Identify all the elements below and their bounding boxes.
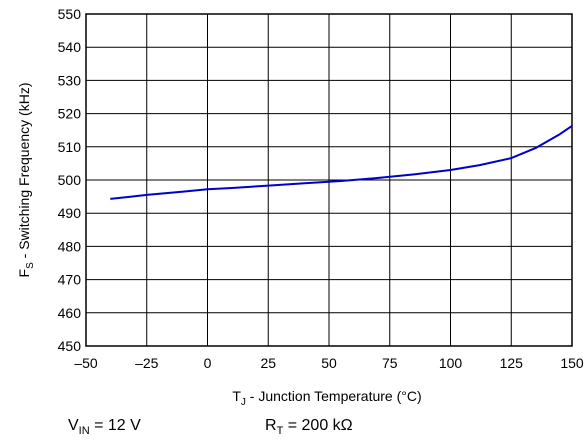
- rt-condition: RT = 200 kΩ: [265, 417, 353, 438]
- y-tick-label: 490: [58, 205, 82, 221]
- x-axis-label: TJ - Junction Temperature (°C): [232, 388, 421, 408]
- x-tick-label: 100: [439, 355, 463, 371]
- y-tick-label: 470: [58, 272, 82, 288]
- y-tick-label: 540: [58, 39, 82, 55]
- y-axis-label: FS - Switching Frequency (kHz): [16, 83, 36, 278]
- y-tick-label: 480: [58, 238, 82, 254]
- plot-area: [110, 125, 573, 200]
- x-tick-label: –50: [74, 355, 98, 371]
- series-line: [110, 125, 573, 200]
- y-tick-label: 520: [58, 106, 82, 122]
- plot-frame: [85, 13, 573, 347]
- x-tick-label: 0: [204, 355, 212, 371]
- x-tick-label: 25: [260, 355, 276, 371]
- y-tick-label: 550: [58, 6, 82, 22]
- y-tick-label: 510: [58, 139, 82, 155]
- grid: [85, 13, 573, 347]
- y-tick-label: 530: [58, 72, 82, 88]
- y-tick-label: 460: [58, 305, 82, 321]
- x-tick-label: 125: [500, 355, 524, 371]
- y-tick-labels: 450 460 470 480 490 500 510 520 530 540 550: [58, 6, 82, 354]
- x-tick-label: 150: [560, 355, 584, 371]
- x-tick-label: 50: [321, 355, 337, 371]
- x-tick-label: –25: [135, 355, 159, 371]
- y-tick-label: 450: [58, 338, 82, 354]
- y-tick-label: 500: [58, 172, 82, 188]
- vin-condition: VIN = 12 V: [68, 417, 141, 438]
- x-tick-label: 75: [382, 355, 398, 371]
- x-tick-labels: –50 –25 0 25 50 75 100 125 150: [74, 355, 584, 371]
